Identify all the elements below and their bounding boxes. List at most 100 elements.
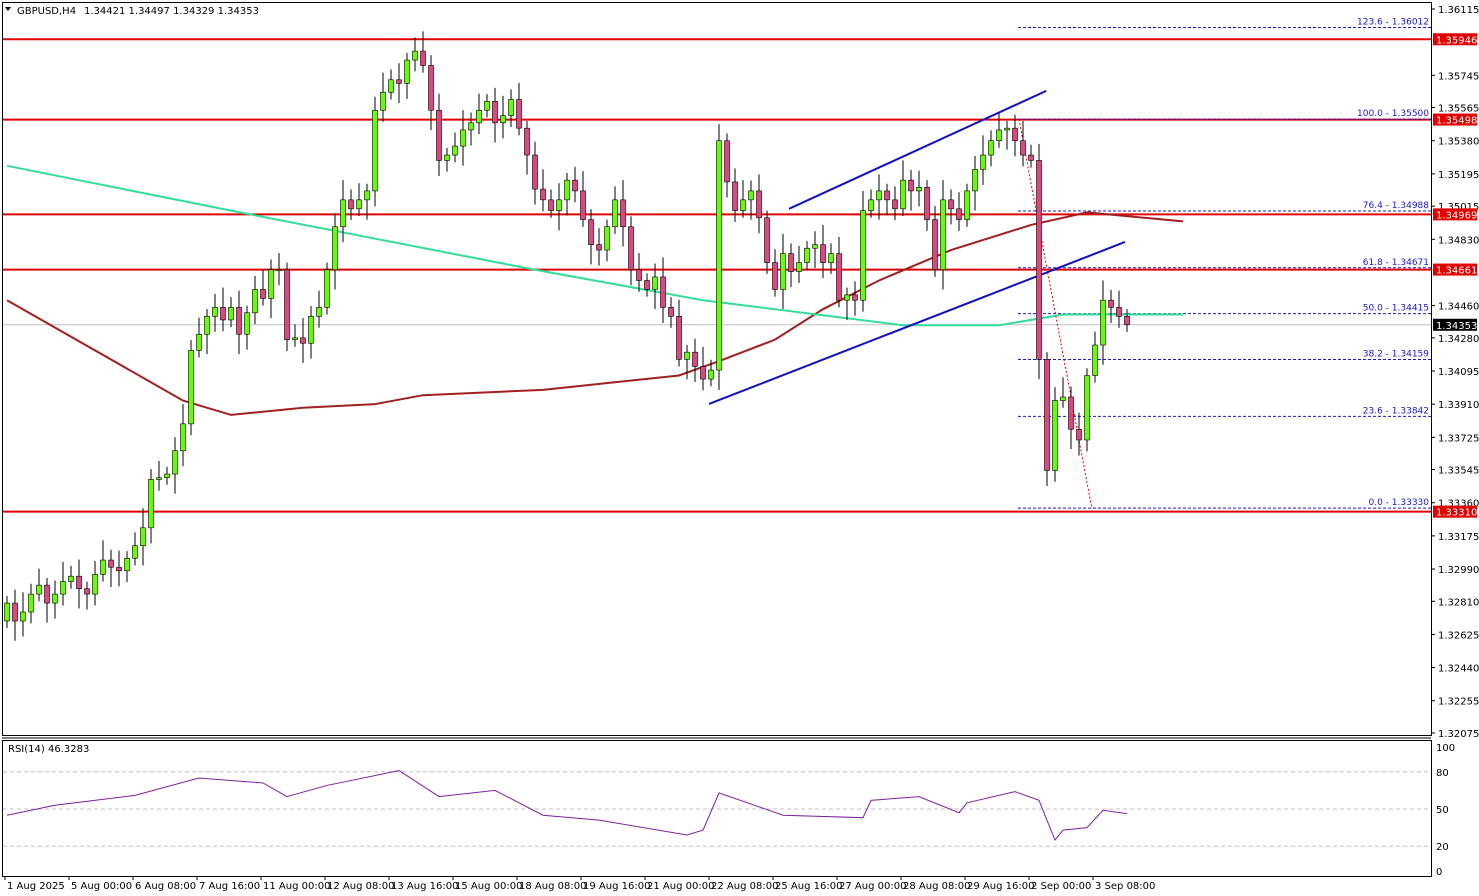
rsi-pane[interactable]	[3, 770, 1431, 847]
bullish-candle	[780, 253, 786, 290]
bearish-candle	[660, 276, 666, 308]
bearish-candle	[628, 226, 634, 271]
bullish-candle	[684, 351, 690, 360]
bearish-candle	[1012, 127, 1018, 142]
price-tick-label: 1.32625	[1438, 630, 1479, 641]
bullish-candle	[556, 199, 562, 211]
price-tick-label: 1.33910	[1438, 400, 1479, 411]
bullish-candle	[356, 199, 362, 210]
bearish-candle	[532, 154, 538, 190]
date-tick-label: 29 Aug 16:00	[967, 881, 1034, 892]
bullish-candle	[372, 109, 378, 192]
bullish-candle	[508, 99, 514, 116]
bearish-candle	[1124, 316, 1130, 326]
bearish-candle	[44, 584, 50, 604]
bearish-candle	[572, 179, 578, 192]
moving-average-slow	[6, 211, 1184, 416]
bearish-candle	[1076, 428, 1082, 441]
bearish-candle	[1028, 154, 1034, 161]
bullish-candle	[180, 423, 186, 452]
bearish-candle	[836, 253, 842, 301]
bearish-candle	[548, 199, 554, 211]
bullish-candle	[1100, 299, 1106, 346]
price-tick-label: 1.35015	[1438, 202, 1479, 213]
bearish-candle	[948, 199, 954, 210]
date-tick-label: 27 Aug 00:00	[839, 881, 906, 892]
bullish-candle	[124, 557, 130, 572]
bullish-candle	[292, 337, 298, 340]
bullish-candle	[188, 350, 194, 425]
bearish-candle	[76, 575, 82, 590]
bearish-candle	[420, 50, 426, 66]
bullish-candle	[988, 140, 994, 156]
date-tick-label: 19 Aug 16:00	[583, 881, 650, 892]
current-price-label-bg	[1433, 318, 1477, 331]
price-tick-label: 1.32075	[1438, 729, 1479, 740]
price-tick-label: 1.34460	[1438, 302, 1479, 313]
bearish-candle	[636, 269, 642, 281]
bearish-candle	[284, 269, 290, 340]
bullish-candle	[940, 199, 946, 271]
date-tick-label: 18 Aug 08:00	[519, 881, 586, 892]
bearish-candle	[596, 244, 602, 251]
bullish-candle	[716, 140, 722, 371]
bullish-candle	[244, 312, 250, 335]
bearish-candle	[588, 219, 594, 245]
date-tick-label: 25 Aug 16:00	[775, 881, 842, 892]
bearish-candle	[676, 316, 682, 360]
bearish-candle	[884, 190, 890, 201]
current-price-label: 1.34353	[1436, 321, 1477, 332]
bullish-candle	[92, 574, 98, 595]
bullish-candle	[972, 169, 978, 192]
bullish-candle	[268, 269, 274, 299]
date-tick-label: 12 Aug 08:00	[327, 881, 394, 892]
rsi-frame	[2, 740, 1432, 877]
bearish-candle	[756, 190, 762, 219]
date-tick-label: 2 Sep 00:00	[1031, 881, 1091, 892]
bullish-candle	[796, 262, 802, 272]
bearish-candle	[108, 559, 114, 568]
level-price-label: 1.35946	[1436, 35, 1477, 46]
main-chart-pane[interactable]: 123.6 - 1.36012 100.0 - 1.35500 76.4 - 1.3…	[3, 17, 1431, 641]
bearish-candle	[1068, 396, 1074, 430]
bullish-candle	[740, 199, 746, 211]
bearish-candle	[236, 307, 242, 335]
price-tick-label: 1.33545	[1438, 466, 1479, 477]
bearish-candle	[580, 190, 586, 220]
level-price-label-bg	[1433, 33, 1477, 46]
bearish-candle	[788, 253, 794, 272]
bearish-candle	[692, 351, 698, 367]
bullish-candle	[612, 199, 618, 228]
bullish-candle	[388, 79, 394, 93]
bearish-candle	[348, 199, 354, 210]
bullish-candle	[100, 559, 106, 575]
level-price-label-bg	[1433, 263, 1477, 276]
bullish-candle	[1060, 396, 1066, 401]
bearish-candle	[724, 140, 730, 183]
date-tick-label: 21 Aug 00:00	[647, 881, 714, 892]
bullish-candle	[252, 289, 258, 314]
bullish-candle	[804, 247, 810, 263]
bullish-candle	[340, 199, 346, 228]
fib-level-label: 50.0 - 1.34415	[1363, 304, 1429, 314]
rsi-tick-label: 50	[1436, 805, 1449, 816]
bullish-candle	[4, 602, 10, 622]
bearish-candle	[932, 219, 938, 271]
bullish-candle	[52, 593, 58, 604]
bullish-candle	[204, 316, 210, 335]
price-tick-label: 1.32990	[1438, 565, 1479, 576]
bullish-candle	[964, 190, 970, 220]
bullish-candle	[876, 190, 882, 201]
bullish-candle	[996, 129, 1002, 142]
bullish-candle	[828, 253, 834, 263]
bullish-candle	[140, 527, 146, 547]
bullish-candle	[364, 190, 370, 201]
level-price-label: 1.35498	[1436, 116, 1477, 127]
bullish-candle	[156, 477, 162, 480]
fib-level-label: 123.6 - 1.36012	[1357, 17, 1429, 27]
triangle-down-icon[interactable]	[5, 7, 11, 11]
bullish-candle	[844, 294, 850, 301]
price-tick-label: 1.35195	[1438, 170, 1479, 181]
bearish-candle	[1020, 140, 1026, 156]
